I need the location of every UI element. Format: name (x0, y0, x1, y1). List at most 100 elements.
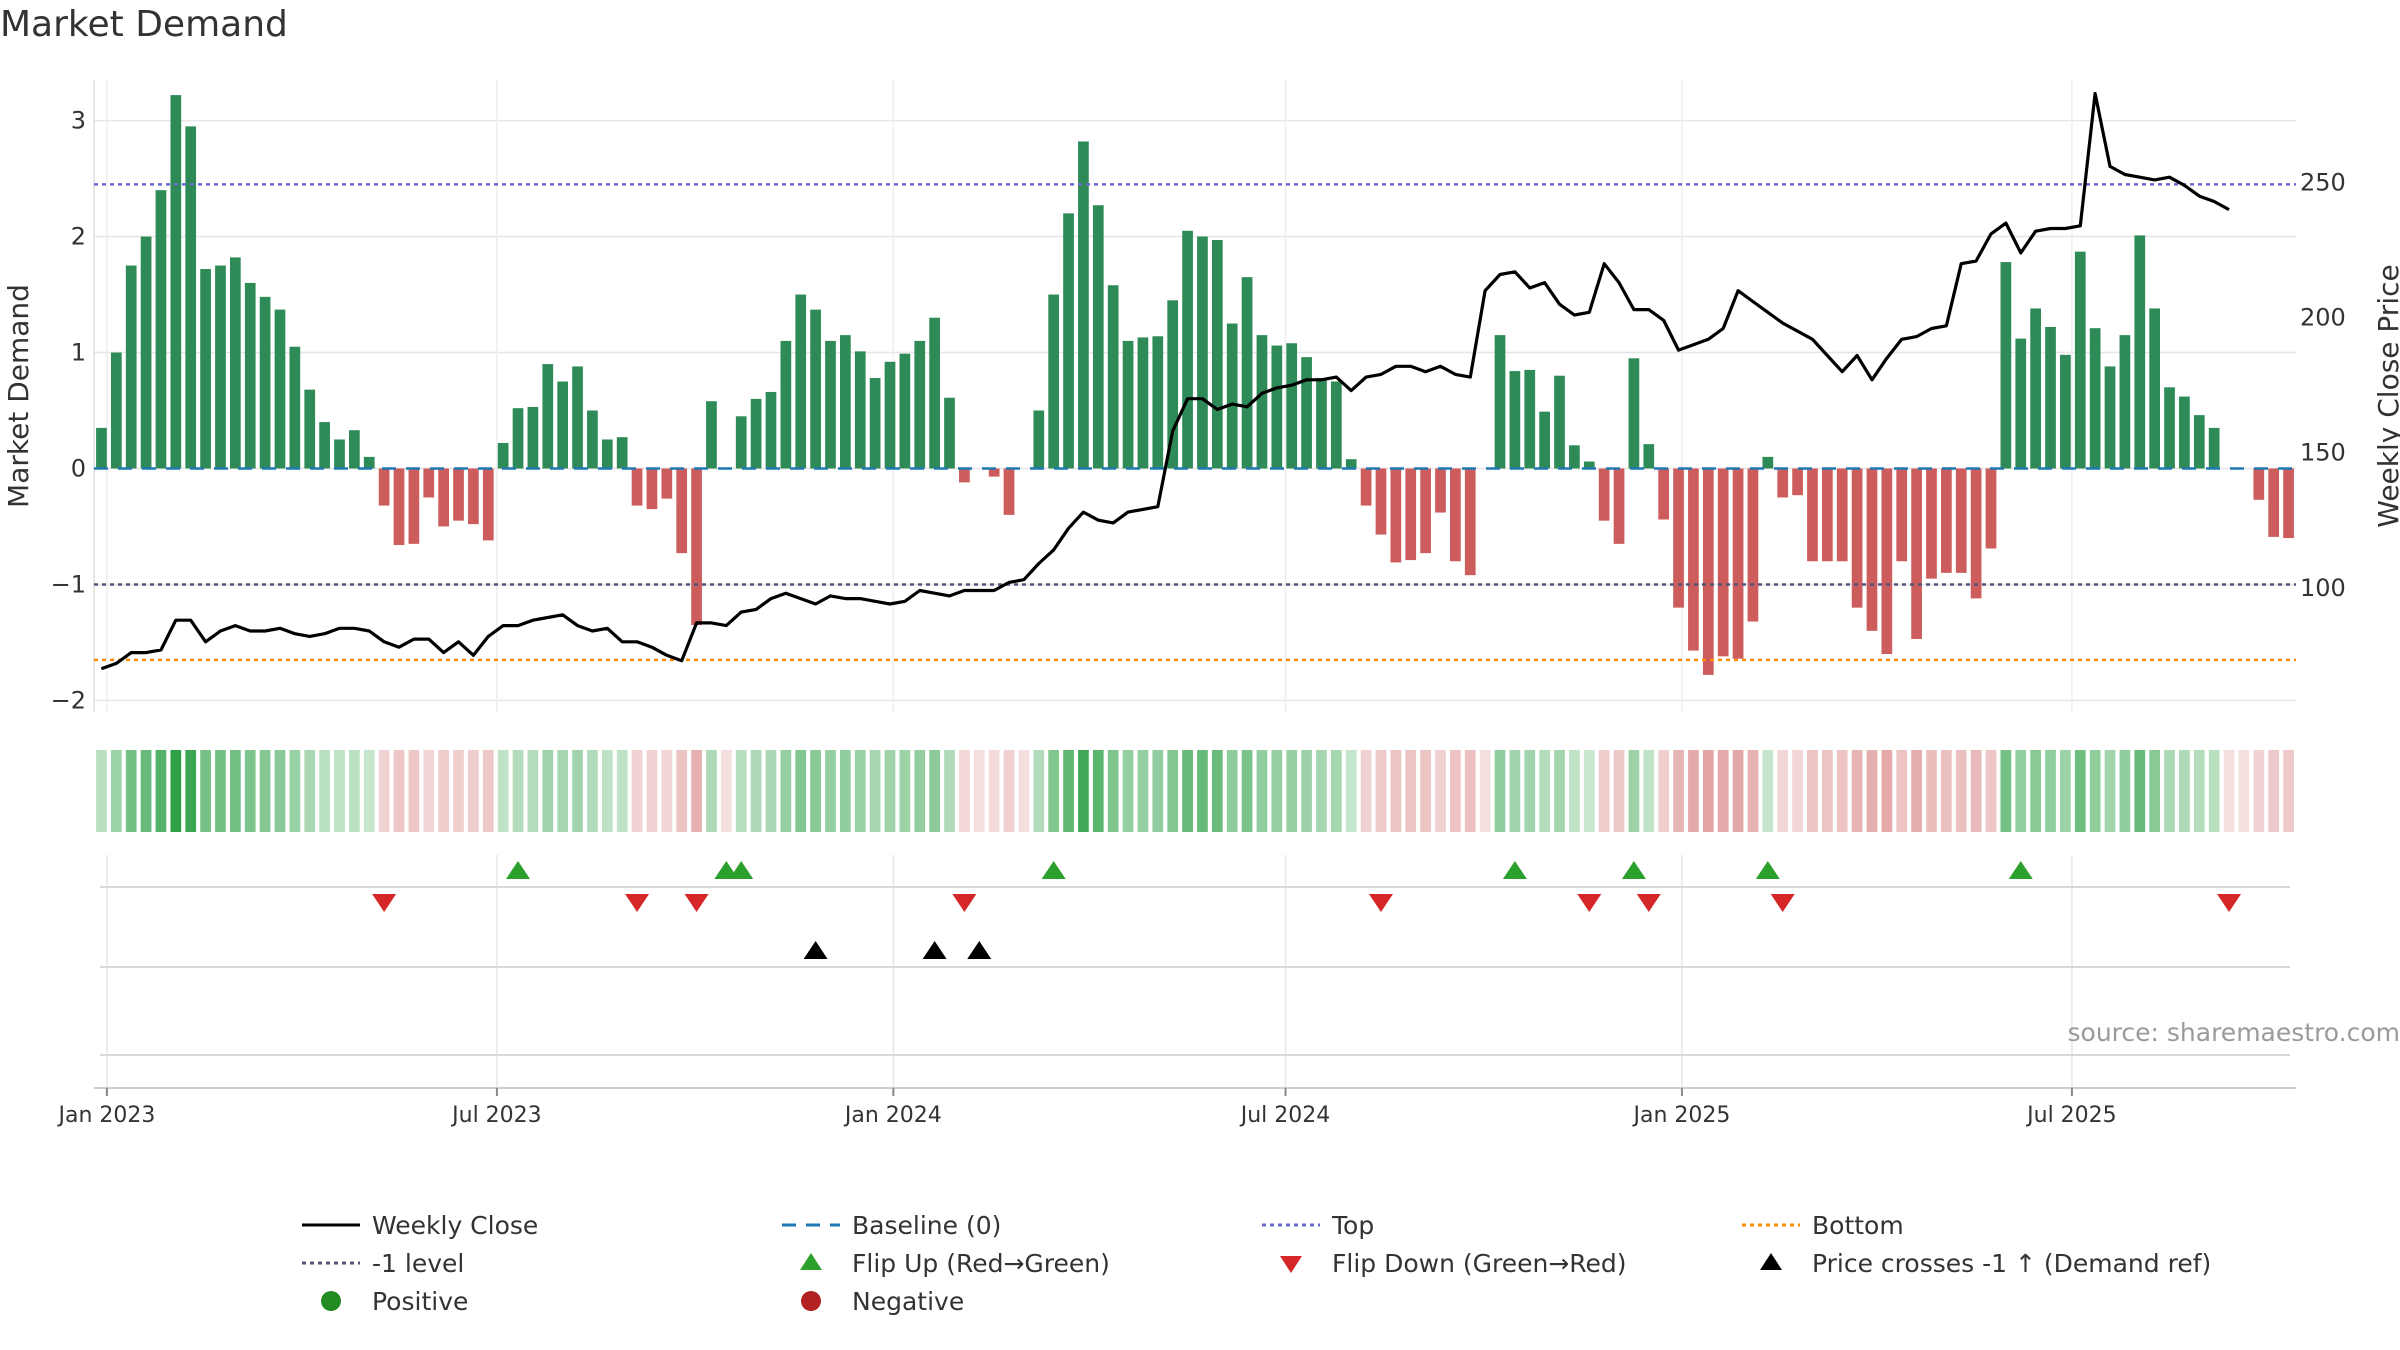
y-tick-label-left: 1 (71, 339, 86, 367)
flip-up-marker (1041, 861, 1066, 879)
demand-bar-positive (1211, 240, 1223, 469)
demand-bar-negative (482, 468, 494, 541)
heat-cell (244, 750, 256, 832)
heat-cell (378, 750, 390, 832)
demand-bar-positive (1107, 285, 1119, 469)
heat-cell (259, 750, 271, 832)
demand-bar-negative (1420, 468, 1431, 554)
heat-cell (1941, 750, 1952, 832)
heat-cell (661, 750, 673, 832)
heat-cell (1926, 750, 1937, 832)
heat-cell (646, 750, 658, 832)
heat-cell (1479, 750, 1491, 832)
heat-cell (959, 750, 970, 832)
heat-cell (631, 750, 643, 832)
flip-up-marker (1502, 861, 1527, 879)
heat-cell (319, 750, 330, 832)
heat-cell (2089, 750, 2101, 832)
heat-cell (810, 750, 821, 832)
heat-cell (304, 750, 316, 832)
heat-cell (542, 750, 554, 832)
demand-bar-positive (2134, 235, 2146, 469)
demand-bar-positive (2208, 427, 2220, 469)
heat-cell (988, 750, 1000, 832)
flip-down-marker (684, 894, 709, 912)
demand-bar-positive (735, 416, 747, 469)
heat-cell (1286, 750, 1298, 832)
heat-cell (1970, 750, 1982, 832)
demand-bar-negative (1360, 468, 1372, 506)
demand-bar-positive (929, 317, 940, 469)
demand-bar-negative (453, 468, 464, 521)
heat-cell (1152, 750, 1164, 832)
legend-item-flip-down: Flip Down (Green→Red) (1260, 1248, 1627, 1278)
demand-bar-positive (854, 351, 866, 469)
demand-bar-positive (1152, 336, 1164, 469)
demand-bar-positive (2164, 387, 2175, 469)
heat-cell (2000, 750, 2012, 832)
demand-bar-positive (110, 352, 122, 469)
demand-bar-negative (393, 468, 405, 546)
demand-bar-positive (1316, 378, 1327, 469)
legend-item-baseline: Baseline (0) (780, 1210, 1001, 1240)
flip-down-marker (952, 894, 977, 912)
demand-bar-positive (363, 456, 375, 469)
demand-bar-negative (2253, 468, 2265, 500)
demand-bar-positive (259, 296, 271, 469)
heat-cell (2164, 750, 2175, 832)
flip-down-marker (1577, 894, 1602, 912)
heat-cell (840, 750, 851, 832)
heat-cell (1569, 750, 1580, 832)
demand-bar-negative (661, 468, 673, 499)
heat-cell (1211, 750, 1223, 832)
heat-cell (1167, 750, 1179, 832)
demand-bar-positive (557, 381, 569, 469)
legend-item-weekly-close: Weekly Close (300, 1210, 538, 1240)
demand-bar-negative (423, 468, 435, 498)
heat-cell (1792, 750, 1803, 832)
demand-bar-negative (1658, 468, 1670, 520)
heat-cell (1851, 750, 1863, 832)
y-tick-label-right: 250 (2300, 169, 2346, 197)
heat-cell (1643, 750, 1655, 832)
demand-bar-negative (438, 468, 449, 527)
heat-cell (468, 750, 479, 832)
legend-label: Price crosses -1 ↑ (Demand ref) (1812, 1248, 2212, 1278)
demand-bar-positive (244, 282, 256, 469)
heat-cell (2253, 750, 2265, 832)
legend-item-top: Top (1260, 1210, 1374, 1240)
y-tick-label-right: 100 (2300, 574, 2346, 602)
heat-cell (854, 750, 866, 832)
heat-cell (1330, 750, 1342, 832)
flip-up-marker (729, 861, 754, 879)
demand-bar-positive (140, 236, 152, 469)
demand-bar-positive (1524, 369, 1536, 469)
heat-cell (408, 750, 420, 832)
x-tick-label: Jul 2023 (450, 1103, 542, 1128)
chart-title: Market Demand (0, 4, 288, 45)
heat-cell (869, 750, 881, 832)
heat-cell (1539, 750, 1550, 832)
legend-label: Baseline (0) (852, 1210, 1002, 1240)
y-tick-label-left: 3 (71, 107, 86, 135)
demand-bar-positive (1122, 340, 1134, 469)
flip-down-marker (1636, 894, 1661, 912)
heat-cell (363, 750, 375, 832)
heat-cell (1509, 750, 1521, 832)
demand-bar-positive (1063, 213, 1074, 469)
demand-bar-negative (1717, 468, 1729, 657)
heat-cell (96, 750, 107, 832)
demand-bar-negative (1911, 468, 1922, 639)
heat-cell (2193, 750, 2205, 832)
heat-cell (899, 750, 911, 832)
heat-cell (334, 750, 345, 832)
demand-bar-negative (1941, 468, 1952, 573)
demand-bar-negative (1450, 468, 1461, 562)
heat-cell (200, 750, 211, 832)
demand-bar-positive (2149, 308, 2161, 469)
demand-bar-positive (512, 408, 524, 469)
demand-bar-negative (1464, 468, 1476, 576)
demand-bar-positive (274, 309, 286, 469)
demand-bar-positive (616, 437, 628, 469)
heat-cell (944, 750, 955, 832)
